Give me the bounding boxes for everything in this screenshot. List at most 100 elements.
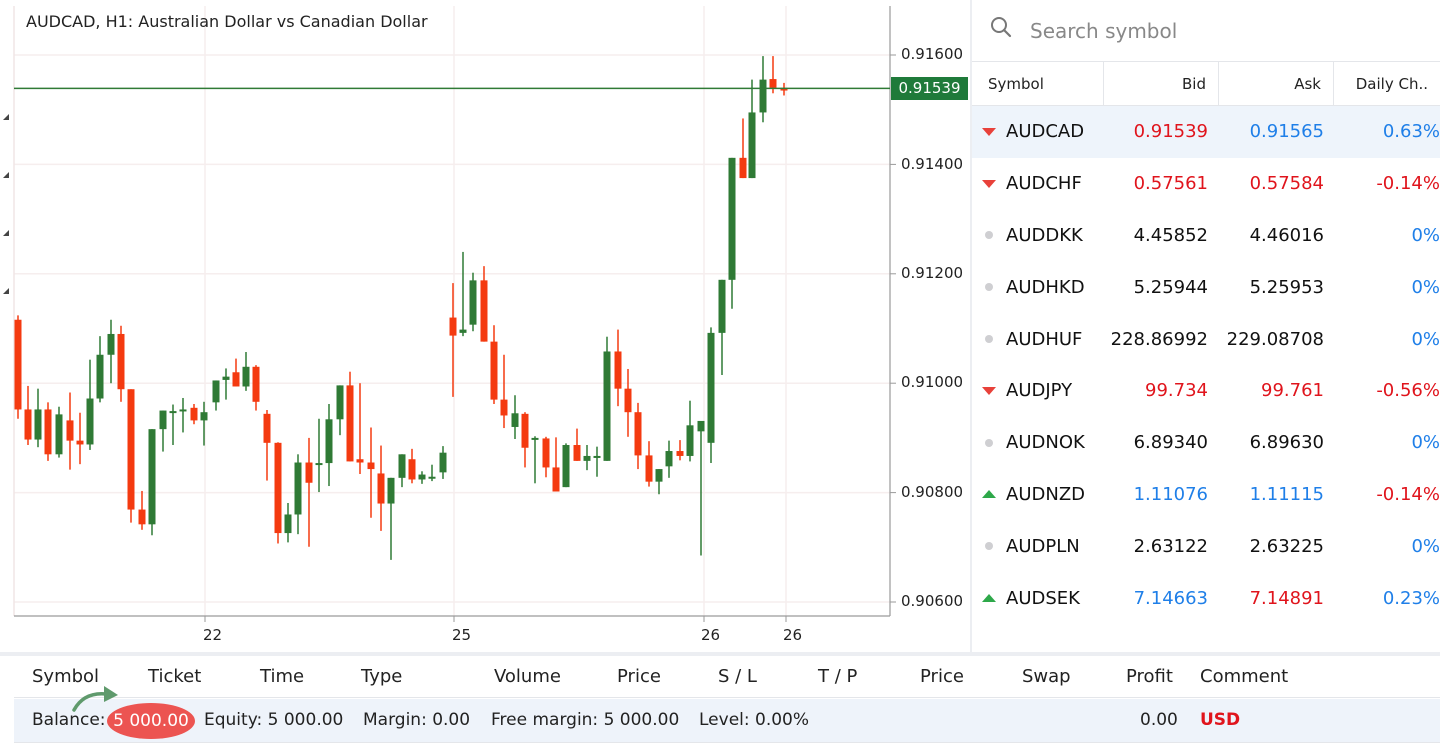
- row-symbol: AUDCHF: [1006, 173, 1082, 195]
- arrow-down-icon: [982, 179, 996, 188]
- candlestick-chart[interactable]: [0, 0, 970, 652]
- watchlist-row[interactable]: AUDHUF 228.86992 229.08708 0%: [972, 313, 1440, 365]
- watchlist-row[interactable]: AUDSEK 7.14663 7.14891 0.23%: [972, 572, 1440, 624]
- trade-panel: Symbol Ticket Time Type Volume Price S /…: [0, 652, 1440, 750]
- neutral-dot-icon: [985, 542, 993, 551]
- symbol-search: [972, 0, 1440, 62]
- row-symbol: AUDNOK: [1006, 432, 1085, 454]
- watchlist-row[interactable]: AUDHKD 5.25944 5.25953 0%: [972, 261, 1440, 313]
- watchlist-row[interactable]: AUDDKK 4.45852 4.46016 0%: [972, 210, 1440, 262]
- row-ask: 2.63225: [1249, 535, 1324, 557]
- row-daily-change: 0%: [1411, 535, 1440, 557]
- row-ask: 1.11115: [1249, 483, 1324, 505]
- account-summary-row: Balance: 5 000.00 Equity: 5 000.00 Margi…: [14, 699, 1440, 743]
- row-ask: 6.89630: [1249, 432, 1324, 454]
- column-swap[interactable]: Swap: [1022, 666, 1071, 687]
- row-symbol: AUDDKK: [1006, 224, 1083, 246]
- trend-indicator: [972, 594, 1006, 603]
- column-symbol[interactable]: Symbol: [32, 666, 100, 687]
- row-daily-change: 0%: [1411, 276, 1440, 298]
- watchlist-row[interactable]: AUDCAD 0.91539 0.91565 0.63%: [972, 106, 1440, 158]
- watchlist-row[interactable]: AUDNZD 1.11076 1.11115 -0.14%: [972, 469, 1440, 521]
- row-symbol: AUDPLN: [1006, 535, 1080, 557]
- watchlist-row[interactable]: AUDCHF 0.57561 0.57584 -0.14%: [972, 158, 1440, 210]
- column-take-profit[interactable]: T / P: [818, 666, 858, 687]
- column-volume[interactable]: Volume: [494, 666, 561, 687]
- row-daily-change: -0.14%: [1376, 173, 1440, 195]
- trend-indicator: [972, 542, 1006, 551]
- row-symbol: AUDHUF: [1006, 328, 1083, 350]
- row-symbol: AUDSEK: [1006, 587, 1080, 609]
- row-daily-change: 0.23%: [1382, 587, 1440, 609]
- column-type[interactable]: Type: [361, 666, 403, 687]
- search-icon: [991, 17, 1012, 38]
- row-daily-change: -0.14%: [1376, 483, 1440, 505]
- trend-indicator: [972, 283, 1006, 292]
- scroll-marker-icon[interactable]: [3, 230, 9, 236]
- y-tick-label: 0.91000: [901, 373, 964, 391]
- arrow-down-icon: [982, 127, 996, 136]
- column-daily-change[interactable]: Daily Ch..: [1355, 75, 1428, 93]
- currency-label: USD: [1200, 710, 1241, 730]
- row-ask: 5.25953: [1249, 276, 1324, 298]
- row-bid: 4.45852: [1133, 224, 1208, 246]
- row-daily-change: 0.63%: [1382, 121, 1440, 143]
- column-bid[interactable]: Bid: [1104, 62, 1219, 106]
- column-stop-loss[interactable]: S / L: [718, 666, 757, 687]
- arrow-down-icon: [982, 386, 996, 395]
- profit-total: 0.00: [1140, 710, 1178, 730]
- watchlist-rows: AUDCAD 0.91539 0.91565 0.63% AUDCHF 0.57…: [972, 106, 1440, 624]
- y-tick-label: 0.91600: [901, 45, 964, 63]
- trend-indicator: [972, 127, 1006, 136]
- watchlist-row[interactable]: AUDJPY 99.734 99.761 -0.56%: [972, 365, 1440, 417]
- row-daily-change: 0%: [1411, 328, 1440, 350]
- row-symbol: AUDHKD: [1006, 276, 1085, 298]
- search-symbol-input[interactable]: [1030, 14, 1410, 48]
- chart-title: AUDCAD, H1: Australian Dollar vs Canadia…: [26, 12, 428, 31]
- column-price[interactable]: Price: [617, 666, 661, 687]
- scroll-marker-icon[interactable]: [3, 288, 9, 294]
- row-ask: 229.08708: [1226, 328, 1324, 350]
- column-symbol[interactable]: Symbol: [972, 62, 1104, 106]
- trend-indicator: [972, 179, 1006, 188]
- y-tick-label: 0.90600: [901, 592, 964, 610]
- arrow-up-icon: [982, 490, 996, 499]
- chart-panel[interactable]: AUDCAD, H1: Australian Dollar vs Canadia…: [0, 0, 970, 652]
- row-ask: 0.57584: [1249, 173, 1324, 195]
- watchlist-row[interactable]: AUDNOK 6.89340 6.89630 0%: [972, 417, 1440, 469]
- row-bid: 1.11076: [1133, 483, 1208, 505]
- y-tick-label: 0.90800: [901, 483, 964, 501]
- trend-indicator: [972, 438, 1006, 447]
- arrow-up-icon: [982, 594, 996, 603]
- column-ask[interactable]: Ask: [1219, 62, 1334, 106]
- balance-label: Balance:: [32, 710, 106, 730]
- margin-value: Margin: 0.00: [363, 710, 471, 730]
- margin-level-value: Level: 0.00%: [699, 710, 810, 730]
- row-daily-change: 0%: [1411, 432, 1440, 454]
- trade-table-header: Symbol Ticket Time Type Volume Price S /…: [14, 656, 1440, 698]
- column-current-price[interactable]: Price: [920, 666, 964, 687]
- neutral-dot-icon: [985, 283, 993, 292]
- y-tick-label: 0.91200: [901, 264, 964, 282]
- row-bid: 228.86992: [1110, 328, 1208, 350]
- panel-divider[interactable]: [970, 0, 972, 652]
- row-ask: 4.46016: [1249, 224, 1324, 246]
- current-price-tag: 0.91539: [891, 77, 968, 100]
- equity-value: Equity: 5 000.00: [204, 710, 344, 730]
- trend-indicator: [972, 386, 1006, 395]
- scroll-marker-icon[interactable]: [3, 114, 9, 120]
- neutral-dot-icon: [985, 335, 993, 344]
- watchlist-panel: Symbol Bid Ask Daily Ch.. AUDCAD 0.91539…: [972, 0, 1440, 652]
- balance-value-highlight: 5 000.00: [107, 703, 195, 739]
- trend-indicator: [972, 231, 1006, 240]
- free-margin-value: Free margin: 5 000.00: [491, 710, 680, 730]
- watchlist-row[interactable]: AUDPLN 2.63122 2.63225 0%: [972, 520, 1440, 572]
- scroll-marker-icon[interactable]: [3, 172, 9, 178]
- trend-indicator: [972, 490, 1006, 499]
- x-tick-label: 25: [452, 626, 472, 644]
- column-time[interactable]: Time: [260, 666, 305, 687]
- x-tick-label: 26: [701, 626, 721, 644]
- column-ticket[interactable]: Ticket: [148, 666, 202, 687]
- column-comment[interactable]: Comment: [1200, 666, 1289, 687]
- column-profit[interactable]: Profit: [1126, 666, 1173, 687]
